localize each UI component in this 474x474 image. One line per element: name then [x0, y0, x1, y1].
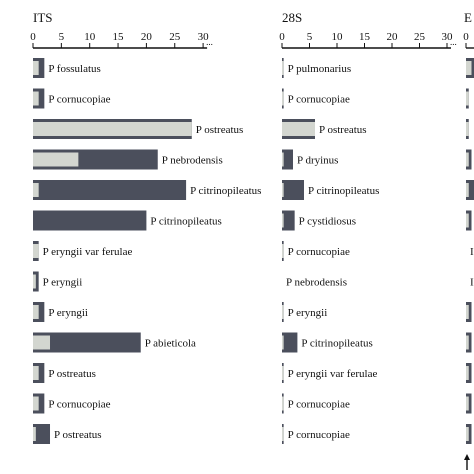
bar-series-2	[282, 91, 284, 106]
x-tick-label: 0	[463, 31, 469, 43]
bar-series-2	[33, 183, 39, 197]
bar-label: P eryngii var ferulae	[288, 368, 378, 380]
bar-series-1	[33, 332, 141, 353]
x-tick-label: 15	[113, 31, 125, 43]
bar-series-2	[466, 122, 469, 136]
bar-series-2	[282, 427, 284, 441]
bar-series-2	[466, 335, 469, 350]
x-tick-label: 10	[332, 31, 344, 43]
bar-label: P cornucopiae	[48, 94, 110, 106]
bar-label: P eryngii	[48, 307, 88, 319]
bar-label: I	[470, 246, 474, 258]
x-tick-label: 0	[279, 31, 285, 43]
x-tick-overflow: ...	[206, 37, 213, 47]
bar-label: P citrinopileatus	[301, 338, 372, 350]
x-tick-overflow: ...	[450, 37, 457, 47]
bar-label: P cornucopiae	[48, 399, 110, 411]
x-tick-label: 10	[84, 31, 96, 43]
bar-series-2	[33, 152, 79, 167]
bar-series-2	[282, 335, 284, 350]
bar-label: P ostreatus	[319, 124, 367, 136]
bar-label: P pulmonarius	[288, 63, 351, 75]
x-tick-label: 30	[198, 31, 210, 43]
bar-label: I	[470, 277, 474, 289]
x-tick-label: 15	[359, 31, 371, 43]
bar-label: P abieticola	[145, 338, 196, 350]
bar-series-2	[33, 91, 39, 106]
bar-series-2	[466, 91, 469, 106]
bar-series-2	[282, 152, 284, 167]
bar-series-2	[33, 396, 39, 411]
bar-label: P cornucopiae	[288, 246, 350, 258]
bar-series-1	[466, 180, 474, 200]
bar-label: P ostreatus	[54, 429, 102, 441]
panel-title: E	[464, 10, 472, 25]
bar-label: P nebrodensis	[286, 277, 347, 289]
bar-series-2	[466, 305, 469, 319]
bar-label: P cornucopiae	[288, 94, 350, 106]
bar-series-2	[466, 213, 469, 228]
bar-label: P citrinopileatus	[150, 216, 221, 228]
panel-title: ITS	[33, 10, 53, 25]
bar-label: P eryngii	[288, 307, 328, 319]
bar-series-1	[33, 180, 187, 200]
bar-series-2	[466, 366, 469, 380]
x-tick-label: 0	[30, 31, 36, 43]
x-tick-label: 25	[169, 31, 181, 43]
bar-series-2	[33, 427, 36, 441]
bar-series-2	[466, 152, 469, 167]
bar-series-2	[33, 335, 51, 350]
bar-series-1	[282, 180, 304, 200]
bar-label: P nebrodensis	[162, 155, 223, 167]
x-tick-label: 5	[307, 31, 313, 43]
bar-series-2	[282, 183, 284, 197]
bar-label: P cornucopiae	[288, 399, 350, 411]
bar-series-2	[282, 244, 284, 258]
bar-series-2	[33, 366, 39, 380]
bar-label: P citrinopileatus	[308, 185, 379, 197]
bar-label: P citrinopileatus	[190, 185, 261, 197]
bar-series-2	[33, 61, 39, 75]
bar-series-2	[466, 183, 469, 197]
bar-series-2	[282, 396, 284, 411]
bar-series-2	[33, 305, 39, 319]
bar-series-1	[33, 424, 51, 444]
panel-title: 28S	[282, 10, 302, 25]
bar-series-1	[282, 149, 293, 170]
bar-series-2	[282, 305, 284, 319]
bar-label: P cornucopiae	[288, 429, 350, 441]
bar-series-2	[33, 274, 36, 289]
bar-label: P ostreatus	[196, 124, 244, 136]
bar-label: P fossulatus	[48, 63, 100, 75]
bar-series-1	[282, 332, 298, 353]
x-tick-label: 20	[141, 31, 153, 43]
bar-label: P eryngii	[43, 277, 83, 289]
bar-series-2	[282, 366, 284, 380]
bar-label: P cystidiosus	[299, 216, 356, 228]
bar-series-2	[466, 427, 469, 441]
bar-series-2	[33, 122, 192, 136]
bar-label: P dryinus	[297, 155, 338, 167]
x-tick-label: 20	[387, 31, 399, 43]
bar-series-2	[282, 61, 284, 75]
x-tick-label: 30	[442, 31, 454, 43]
bar-label: P ostreatus	[48, 368, 96, 380]
bar-series-2	[282, 213, 284, 228]
bar-series-2	[33, 244, 39, 258]
bar-label: P eryngii var ferulae	[43, 246, 133, 258]
bar-series-1	[282, 210, 295, 231]
arrow-head	[464, 454, 470, 460]
bar-series-1	[33, 210, 147, 231]
x-tick-label: 5	[59, 31, 65, 43]
bar-series-2	[466, 61, 472, 75]
x-tick-label: 25	[414, 31, 426, 43]
bar-series-2	[282, 122, 315, 136]
bar-series-2	[466, 396, 469, 411]
